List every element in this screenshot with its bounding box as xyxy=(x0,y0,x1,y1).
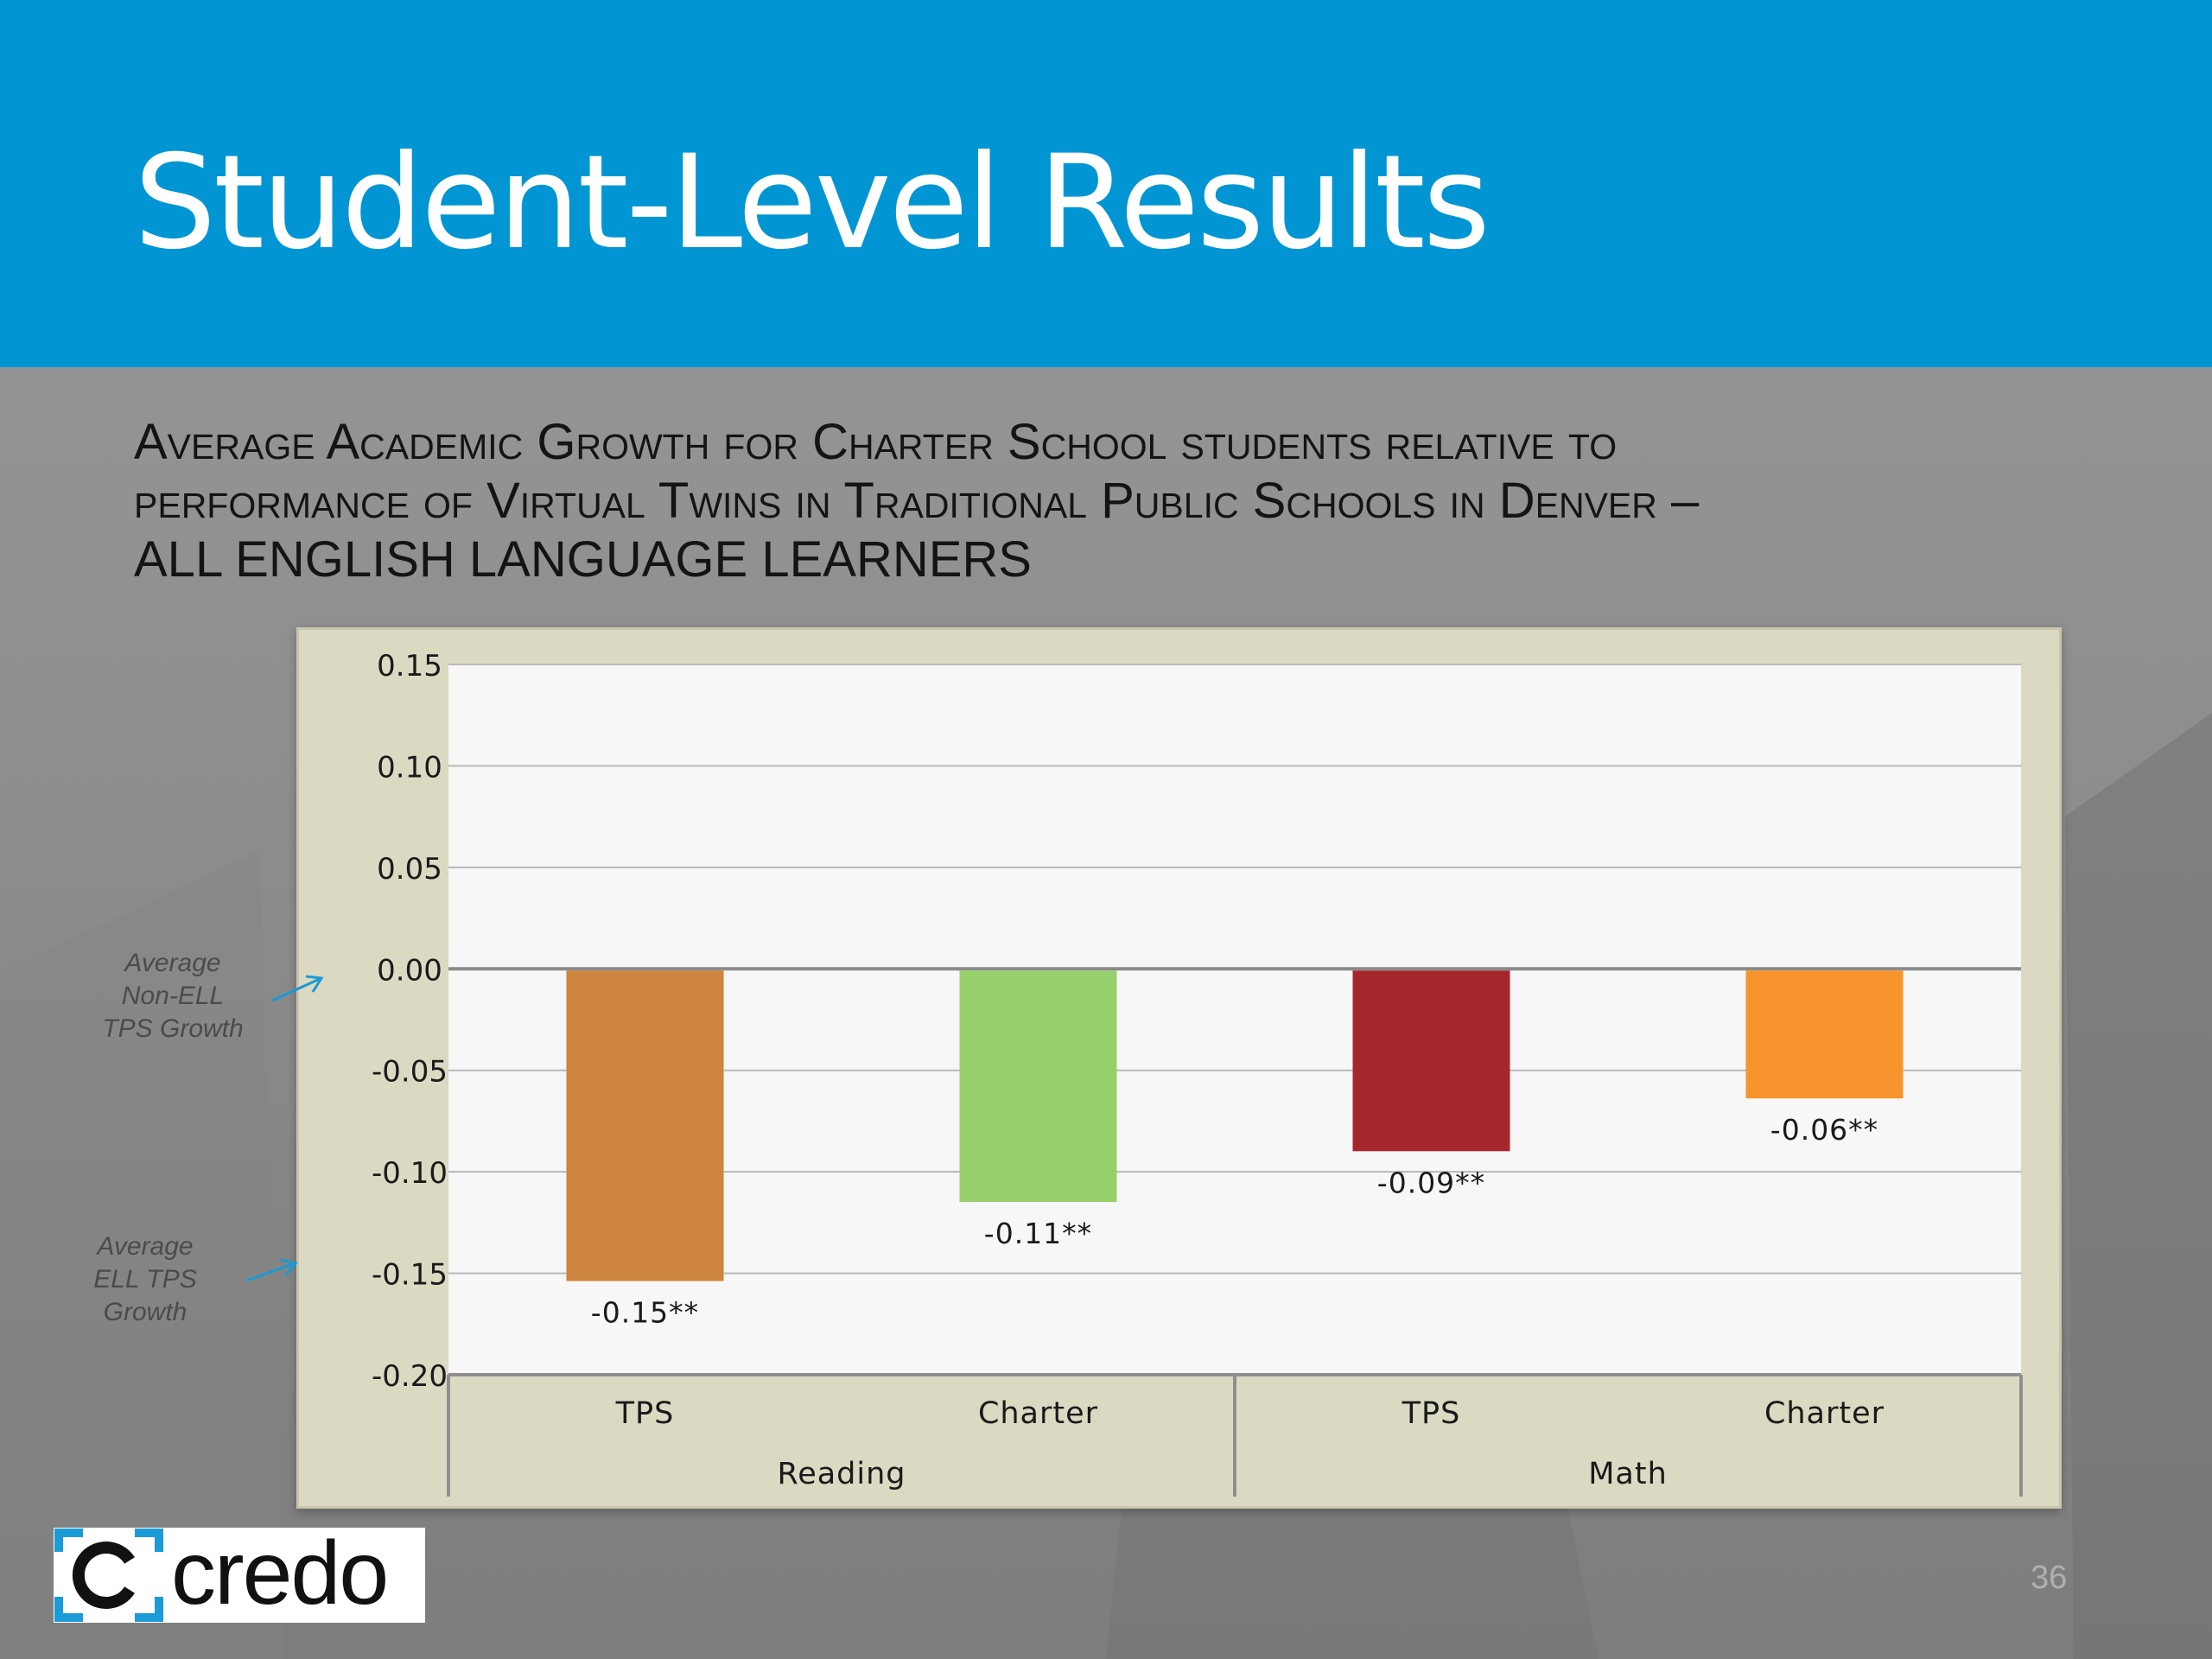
chart-subtitle: Average Academic Growth for Charter Scho… xyxy=(134,413,2121,589)
x-tick-label: TPS xyxy=(615,1396,675,1431)
credo-logo-text: credo xyxy=(171,1523,389,1624)
annotation-non-ell: Average Non-ELL TPS Growth xyxy=(60,947,285,1046)
credo-logo-icon xyxy=(54,1529,163,1622)
y-tick-label: 0.00 xyxy=(377,953,442,988)
y-tick-label: 0.05 xyxy=(377,852,442,887)
y-tick-label: 0.15 xyxy=(377,649,442,683)
x-tick-label: Charter xyxy=(1764,1396,1885,1431)
subtitle-line-3: ALL ENGLISH LANGUAGE LEARNERS xyxy=(134,531,1032,588)
annotation-non-ell-line-2: Non-ELL xyxy=(121,982,225,1010)
bar xyxy=(566,970,724,1281)
page-number: 36 xyxy=(2031,1560,2068,1596)
annotation-non-ell-line-3: TPS Growth xyxy=(102,1014,244,1043)
chart-panel: 0.15 0.10 0.05 0.00 -0.05 -0.10 -0.15 -0.20 -0.1… xyxy=(296,627,2062,1509)
data-label: -0.11** xyxy=(984,1217,1092,1250)
slide-title: Student-Level Results xyxy=(134,128,1491,278)
data-label: -0.06** xyxy=(1770,1113,1878,1147)
bar-chart: 0.15 0.10 0.05 0.00 -0.05 -0.10 -0.15 -0.20 -0.1… xyxy=(372,649,2023,1497)
annotation-ell-line-1: Average xyxy=(97,1232,194,1261)
group-label: Reading xyxy=(777,1457,906,1491)
title-bar: Student-Level Results xyxy=(0,0,2212,367)
y-tick-label: 0.10 xyxy=(377,750,442,785)
subtitle-line-1: Average Academic Growth for Charter Scho… xyxy=(134,414,1618,470)
data-label: -0.15** xyxy=(591,1296,699,1330)
annotation-ell-line-2: ELL TPS xyxy=(93,1265,197,1294)
bar xyxy=(1352,970,1510,1152)
x-tick-label: Charter xyxy=(978,1396,1098,1431)
y-tick-label: -0.15 xyxy=(372,1258,448,1293)
y-tick-label: -0.05 xyxy=(372,1055,448,1090)
subtitle-line-2: performance of Virtual Twins in Traditio… xyxy=(134,473,1700,529)
group-label: Math xyxy=(1588,1457,1668,1491)
x-tick-label: TPS xyxy=(1402,1396,1461,1431)
arrow-icon xyxy=(271,975,324,1002)
arrow-icon xyxy=(245,1258,298,1282)
annotation-ell: Average ELL TPS Growth xyxy=(33,1230,257,1329)
bar xyxy=(959,970,1117,1203)
bar xyxy=(1745,970,1904,1099)
y-tick-label: -0.20 xyxy=(372,1359,448,1394)
annotation-non-ell-line-1: Average xyxy=(124,949,221,977)
annotation-ell-line-3: Growth xyxy=(103,1298,188,1326)
data-label: -0.09** xyxy=(1377,1166,1485,1199)
y-tick-label: -0.10 xyxy=(372,1156,448,1191)
credo-logo: credo xyxy=(54,1523,425,1624)
